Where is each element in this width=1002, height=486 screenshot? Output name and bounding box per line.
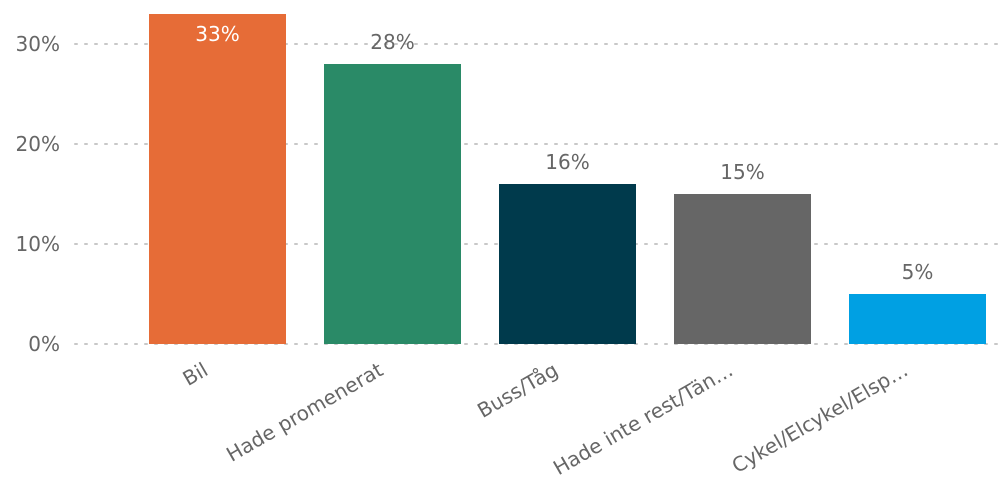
bar: [674, 194, 811, 344]
y-tick-label: 0%: [28, 332, 60, 356]
data-label: 16%: [545, 150, 589, 174]
bar: [149, 14, 286, 344]
x-category-label: Hade promenerat: [222, 357, 387, 466]
x-category-label: Buss/Tåg: [473, 358, 562, 423]
y-tick-label: 10%: [16, 232, 60, 256]
bar: [324, 64, 461, 344]
data-label: 5%: [902, 260, 934, 284]
x-category-label: Hade inte rest/Tän…: [549, 358, 737, 480]
data-labels: 33% 28% 16% 15% 5%: [195, 22, 933, 284]
x-category-label: Bil: [178, 358, 212, 391]
data-label: 28%: [370, 30, 414, 54]
y-tick-label: 30%: [16, 32, 60, 56]
bars: [149, 14, 986, 344]
data-label: 33%: [195, 22, 239, 46]
data-label: 15%: [720, 160, 764, 184]
bar: [849, 294, 986, 344]
y-axis-ticks: 0% 10% 20% 30%: [16, 32, 60, 356]
bar: [499, 184, 636, 344]
y-tick-label: 20%: [16, 132, 60, 156]
x-category-label: Cykel/Elcykel/Elsp…: [728, 358, 912, 478]
